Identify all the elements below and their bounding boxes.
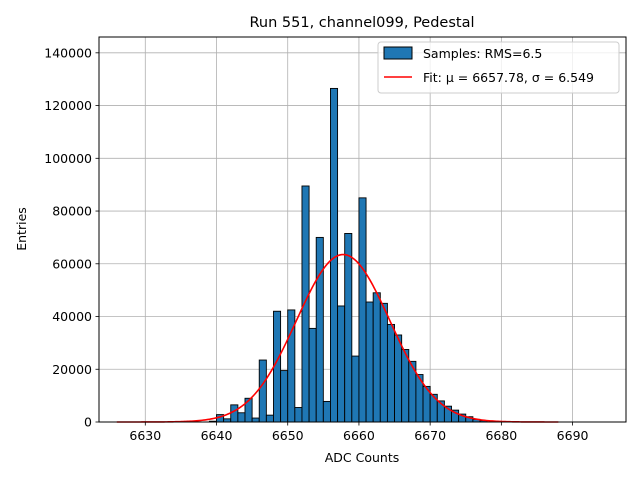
histogram-bar [322,400,331,423]
histogram-bar [237,412,246,423]
histogram-bar [401,349,410,423]
x-tick-label: 6690 [557,428,589,443]
y-tick-label: 40000 [52,309,92,324]
y-axis-ticks: 0 20000 40000 60000 80000 100000 120000 140000 [44,45,99,430]
y-tick-label: 140000 [44,45,92,60]
histogram-bar [258,359,267,423]
histogram-bar [386,323,395,423]
histogram-bars [208,87,488,423]
histogram-bar [358,197,367,423]
x-tick-label: 6630 [129,428,161,443]
y-tick-label: 120000 [44,98,92,113]
x-axis-label: ADC Counts [325,450,400,465]
legend-label-fit: Fit: μ = 6657.78, σ = 6.549 [423,70,594,85]
histogram-bar [372,292,381,423]
y-tick-label: 80000 [52,204,92,219]
fit-curve [116,253,559,423]
legend-box [377,41,620,94]
legend: Samples: RMS=6.5 Fit: μ = 6657.78, σ = 6… [377,41,620,94]
y-axis-label: Entries [14,207,29,251]
x-axis-ticks: 6630 6640 6650 6660 6670 6680 6690 [129,422,589,443]
histogram-bar [251,417,260,423]
histogram-bar [330,87,339,423]
y-tick-label: 0 [84,415,92,430]
x-tick-label: 6640 [201,428,233,443]
x-tick-label: 6650 [272,428,304,443]
chart-title: Run 551, channel099, Pedestal [249,15,474,31]
y-tick-label: 60000 [52,256,92,271]
histogram-bar [379,302,388,423]
histogram-bar [265,414,274,423]
histogram-bar [351,355,360,423]
x-tick-label: 6680 [485,428,517,443]
histogram-bar [344,233,353,423]
histogram-bar [230,404,239,423]
legend-swatch-samples [383,46,413,60]
y-tick-label: 20000 [52,362,92,377]
histogram-bar [301,185,310,423]
plot-frame [98,36,627,423]
x-tick-label: 6660 [343,428,375,443]
histogram-bar [294,407,303,423]
histogram-bar [337,305,346,423]
histogram-bar [394,334,403,423]
histogram-bar [315,236,324,423]
legend-label-samples: Samples: RMS=6.5 [423,46,542,61]
x-tick-label: 6670 [414,428,446,443]
histogram-bar [308,327,317,423]
y-tick-label: 100000 [44,151,92,166]
histogram-bar [365,301,374,423]
histogram-bar [280,370,289,423]
